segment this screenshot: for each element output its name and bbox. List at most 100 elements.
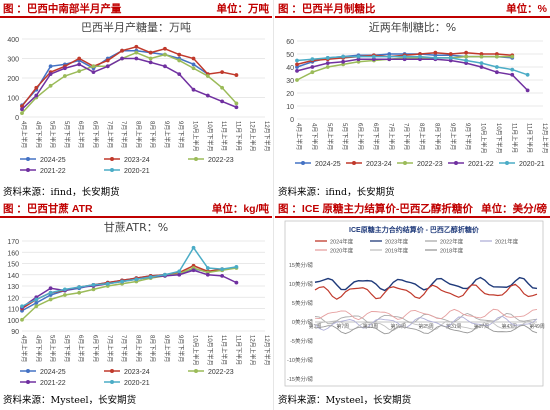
y-tick-label: 20: [286, 91, 294, 98]
panel-brazil-cane-atr: 图 ：巴西甘蔗 ATR 单位：kg/吨 甘蔗ATR：% 90 100 110 120 13…: [0, 200, 272, 410]
series-line: [21, 57, 237, 110]
legend-label: 2023-24: [124, 157, 150, 164]
ice-spread-chart: ICE原糖主力合约结算价 - 巴西乙醇折糖价 2024年度 2023年度 2022年度…: [284, 220, 545, 387]
x-tick-label: 10月下半月: [206, 121, 214, 152]
y-tick-label: 30: [286, 78, 294, 85]
data-point: [387, 54, 392, 59]
y-tick-label: -15美分/磅: [287, 375, 313, 383]
x-tick-label: 8月下半月: [149, 335, 157, 362]
legend-label: 2022-23: [208, 369, 234, 376]
data-point: [448, 52, 453, 56]
data-point: [177, 272, 182, 277]
legend-label: 2019年度: [385, 247, 409, 255]
data-point: [120, 56, 124, 61]
data-point: [62, 287, 67, 292]
data-point: [163, 46, 167, 51]
data-point: [77, 56, 82, 61]
legend-label: 2023年度: [385, 238, 409, 246]
data-point: [464, 50, 469, 55]
data-point: [34, 300, 39, 305]
data-point: [148, 275, 153, 279]
data-point: [148, 56, 153, 61]
data-point: [220, 99, 225, 104]
data-point: [62, 66, 67, 71]
x-tick-label: 11月下半月: [526, 123, 534, 153]
data-point: [177, 58, 182, 63]
y-tick-label: 150: [7, 262, 19, 269]
series-line: [314, 308, 538, 321]
y-tick-label: 5美分/磅: [292, 299, 314, 307]
legend-marker: [403, 161, 407, 165]
data-point: [494, 65, 499, 69]
panel-ice-ethanol-spread: 图 ：ICE 原糖主力结算价-巴西乙醇折糖价 单位：美分/磅 ICE原糖主力合约…: [275, 200, 550, 410]
series-line: [314, 324, 538, 335]
x-tick-label: 12月下半月: [263, 121, 271, 152]
data-point: [310, 57, 315, 62]
chart-title: 巴西半月产糖量：万吨: [81, 20, 191, 34]
x-tick-label: 11月上半月: [220, 335, 228, 365]
data-point: [402, 57, 407, 62]
x-tick-label: 第31周: [446, 323, 462, 330]
source-note: 资料来源：ifind，长安期货: [278, 187, 395, 198]
x-tick-label: 11月下半月: [234, 121, 242, 151]
data-point: [62, 74, 67, 78]
y-tick-label: 10美分/磅: [289, 280, 314, 288]
x-tick-label: 6月上半月: [357, 123, 365, 150]
y-tick-label: 60: [286, 39, 294, 46]
x-tick-label: 12月上半月: [249, 121, 257, 152]
data-point: [34, 85, 39, 90]
data-point: [418, 54, 422, 59]
data-point: [220, 273, 225, 278]
chart-title: 甘蔗ATR：%: [104, 221, 169, 234]
data-point: [177, 52, 182, 57]
x-tick-label: 7月下半月: [120, 335, 128, 362]
data-point: [295, 58, 299, 63]
series-line: [21, 46, 237, 107]
data-point: [34, 297, 39, 302]
data-point: [494, 70, 499, 75]
legend-label: 2018年度: [440, 247, 464, 255]
data-point: [464, 61, 469, 65]
x-tick-label: 4月上半月: [295, 123, 303, 150]
data-point: [77, 290, 82, 295]
x-tick-label: 9月上半月: [163, 335, 171, 362]
panel-header: 图 ：巴西甘蔗 ATR 单位：kg/吨: [0, 200, 272, 218]
x-tick-label: 9月上半月: [163, 121, 171, 148]
panel-header: 图 ：巴西半月制糖比 单位：%: [275, 0, 550, 18]
data-point: [191, 62, 196, 67]
data-point: [510, 67, 515, 72]
chart-frame: [284, 220, 544, 387]
data-point: [371, 57, 376, 62]
data-point: [163, 52, 167, 57]
x-tick-label: 5月下半月: [341, 123, 349, 150]
data-point: [48, 64, 53, 69]
data-point: [105, 64, 110, 69]
x-tick-label: 5月上半月: [49, 121, 57, 148]
legend-label: 2024年度: [330, 238, 354, 246]
series-line: [314, 320, 538, 331]
legend-label: 2024-25: [40, 157, 66, 164]
legend-label: 2022-23: [208, 157, 234, 164]
data-point: [91, 282, 96, 287]
y-tick-label: -10美分/磅: [287, 356, 313, 364]
data-point: [234, 264, 239, 269]
x-tick-label: 6月上半月: [77, 121, 85, 148]
data-point: [464, 58, 469, 63]
column-divider: [273, 0, 274, 410]
y-tick-label: 10: [286, 104, 294, 111]
data-point: [341, 59, 346, 64]
data-point: [402, 54, 407, 59]
data-point: [148, 50, 153, 55]
panel-unit: 单位：美分/磅: [481, 203, 547, 215]
data-point: [295, 65, 299, 69]
panel-title: 图 ：巴西半月制糖比: [278, 3, 376, 15]
data-point: [295, 62, 299, 67]
y-tick-label: 300: [7, 57, 19, 64]
data-point: [120, 48, 124, 53]
x-tick-label: 第37周: [474, 323, 490, 330]
data-point: [494, 52, 499, 56]
y-tick-label: 170: [7, 239, 19, 246]
data-point: [295, 69, 299, 73]
legend-marker: [110, 369, 114, 373]
y-tick-label: 110: [8, 307, 19, 314]
